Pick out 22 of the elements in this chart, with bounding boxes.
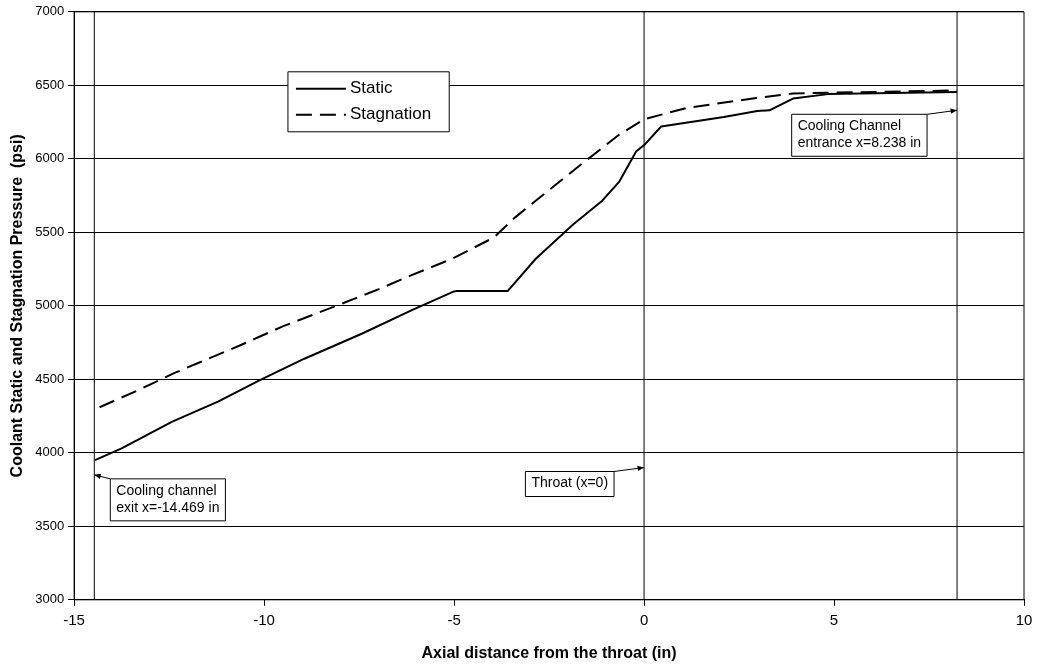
y-tick-label: 3000	[35, 591, 65, 607]
y-tick-label: 4500	[35, 370, 65, 386]
x-tick-label: 0	[639, 610, 649, 628]
y-tick-label: 4000	[35, 444, 65, 460]
x-tick-label: -10	[253, 610, 275, 628]
legend-label: Stagnation	[349, 104, 432, 124]
y-tick-label: 3500	[35, 517, 65, 533]
y-axis-title: Coolant Static and Stagnation Pressure (psi)	[8, 134, 26, 478]
y-tick-label: 5500	[35, 223, 65, 239]
legend-label: Static	[349, 78, 393, 98]
annotation: Cooling Channel entrance x=8.238 in	[797, 117, 922, 151]
y-tick-label: 5000	[35, 297, 65, 313]
annotation: Cooling channel exit x=-14.469 in	[116, 481, 220, 515]
annotation: Throat (x=0)	[531, 474, 609, 491]
x-tick-label: 10	[1015, 610, 1033, 628]
x-tick-label: -5	[447, 610, 461, 628]
x-tick-label: -15	[63, 610, 85, 628]
y-tick-label: 6500	[35, 76, 65, 92]
y-tick-label: 6000	[35, 150, 65, 166]
x-tick-label: 5	[829, 610, 839, 628]
x-axis-title: Axial distance from the throat (in)	[421, 643, 677, 661]
y-tick-label: 7000	[35, 3, 65, 19]
